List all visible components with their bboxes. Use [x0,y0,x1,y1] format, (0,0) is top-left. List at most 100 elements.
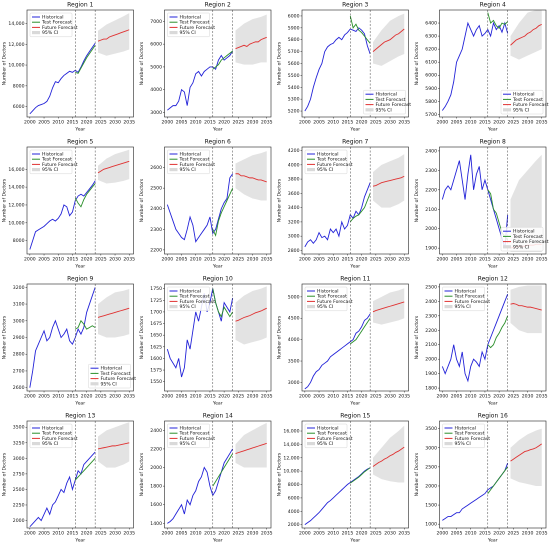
y-tick-label: 2500 [425,284,437,290]
x-tick-label: 2030 [109,120,121,126]
legend-label: Future Forecast [42,436,78,442]
y-tick-label: 2200 [425,328,437,334]
x-tick-label: 2025 [95,531,107,537]
x-tick-label: 2035 [123,394,135,400]
series-line [441,293,509,383]
y-tick-label: 1800 [150,484,162,490]
x-tick-label: 2005 [451,394,463,400]
x-tick-label: 2035 [536,257,548,263]
ci-band [510,428,542,486]
x-tick-label: 2005 [451,120,463,126]
y-tick-label: 3400 [288,205,300,211]
y-tick-label: 2500 [150,186,162,192]
x-tick-label: 2005 [38,120,50,126]
x-tick-label: 2010 [190,394,202,400]
x-tick-label: 2010 [327,394,339,400]
panel-title: Region 9 [67,276,93,283]
y-tick-label: 4000 [150,87,162,93]
plot-frame [164,146,272,255]
y-axis-label: Number of Doctors [2,178,8,222]
series-line [235,442,267,454]
y-tick-label: 2300 [425,168,437,174]
x-tick-label: 2030 [522,394,534,400]
x-tick-label: 2030 [247,531,259,537]
legend-label: Historical [101,366,123,372]
y-tick-label: 8000 [13,238,25,244]
legend-label: Future Forecast [455,436,491,442]
x-tick-label: 2005 [313,257,325,263]
legend-swatch [32,168,40,172]
y-tick-label: 8000 [288,482,300,488]
legend-swatch [307,305,315,309]
y-tick-label: 3000 [288,234,300,240]
x-tick-label: 2010 [190,531,202,537]
y-tick-label: 3600 [288,191,300,197]
y-tick-label: 12,000 [8,202,24,208]
x-tick-label: 2005 [313,394,325,400]
series-line [487,12,508,29]
x-tick-label: 2005 [176,257,188,263]
plot-area [441,10,542,111]
x-tick-label: 2035 [261,120,273,126]
x-tick-label: 2025 [95,394,107,400]
y-tick-label: 2000 [13,518,25,524]
plot-frame [26,9,134,118]
plot-area [304,154,405,248]
x-tick-label: 2005 [451,531,463,537]
legend-label: Future Forecast [180,299,216,305]
x-axis-label: Year [349,264,360,270]
legend-label: 95% CI [42,441,58,447]
x-tick-label: 2015 [342,394,354,400]
legend-swatch [444,442,453,446]
y-tick-label: 6000 [288,495,300,501]
panel-title: Region 1 [67,2,93,9]
x-axis-label: Year [349,401,360,407]
x-tick-label: 2015 [67,531,79,537]
series-line [212,288,234,318]
legend-label: Future Forecast [101,376,137,382]
legend-box [29,423,73,448]
plot-area [167,422,267,524]
x-tick-label: 2010 [52,120,64,126]
x-tick-label: 2035 [536,394,548,400]
x-tick-label: 2000 [436,394,448,400]
x-axis-label: Year [487,264,498,270]
legend-label: 95% CI [42,167,58,173]
series-line [97,307,130,318]
y-tick-label: 7000 [150,19,162,25]
x-tick-label: 2010 [52,531,64,537]
plot-frame [26,283,134,392]
x-tick-label: 2005 [176,394,188,400]
x-tick-label: 2030 [522,120,534,126]
x-tick-label: 2005 [38,257,50,263]
y-tick-label: 4000 [288,509,300,515]
series-line [349,15,371,44]
y-tick-label: 1575 [150,368,162,374]
legend-swatch [444,305,453,309]
x-axis-label: Year [74,538,85,544]
plot-area [167,14,267,111]
legend-label: 95% CI [180,441,196,447]
y-tick-label: 1725 [150,298,162,304]
y-tick-label: 3500 [288,359,300,365]
series-line [372,446,405,467]
y-tick-label: 2100 [425,342,437,348]
y-tick-label: 2000 [150,465,162,471]
y-tick-label: 6000 [150,42,162,48]
legend-label: Historical [317,152,339,158]
plot-frame [164,420,272,529]
legend-label: Test Forecast [316,294,347,300]
y-tick-label: 2800 [288,248,300,254]
plot-area [304,13,405,112]
series-line [441,21,509,111]
x-tick-label: 2015 [204,531,216,537]
panel-title: Region 5 [67,139,93,146]
